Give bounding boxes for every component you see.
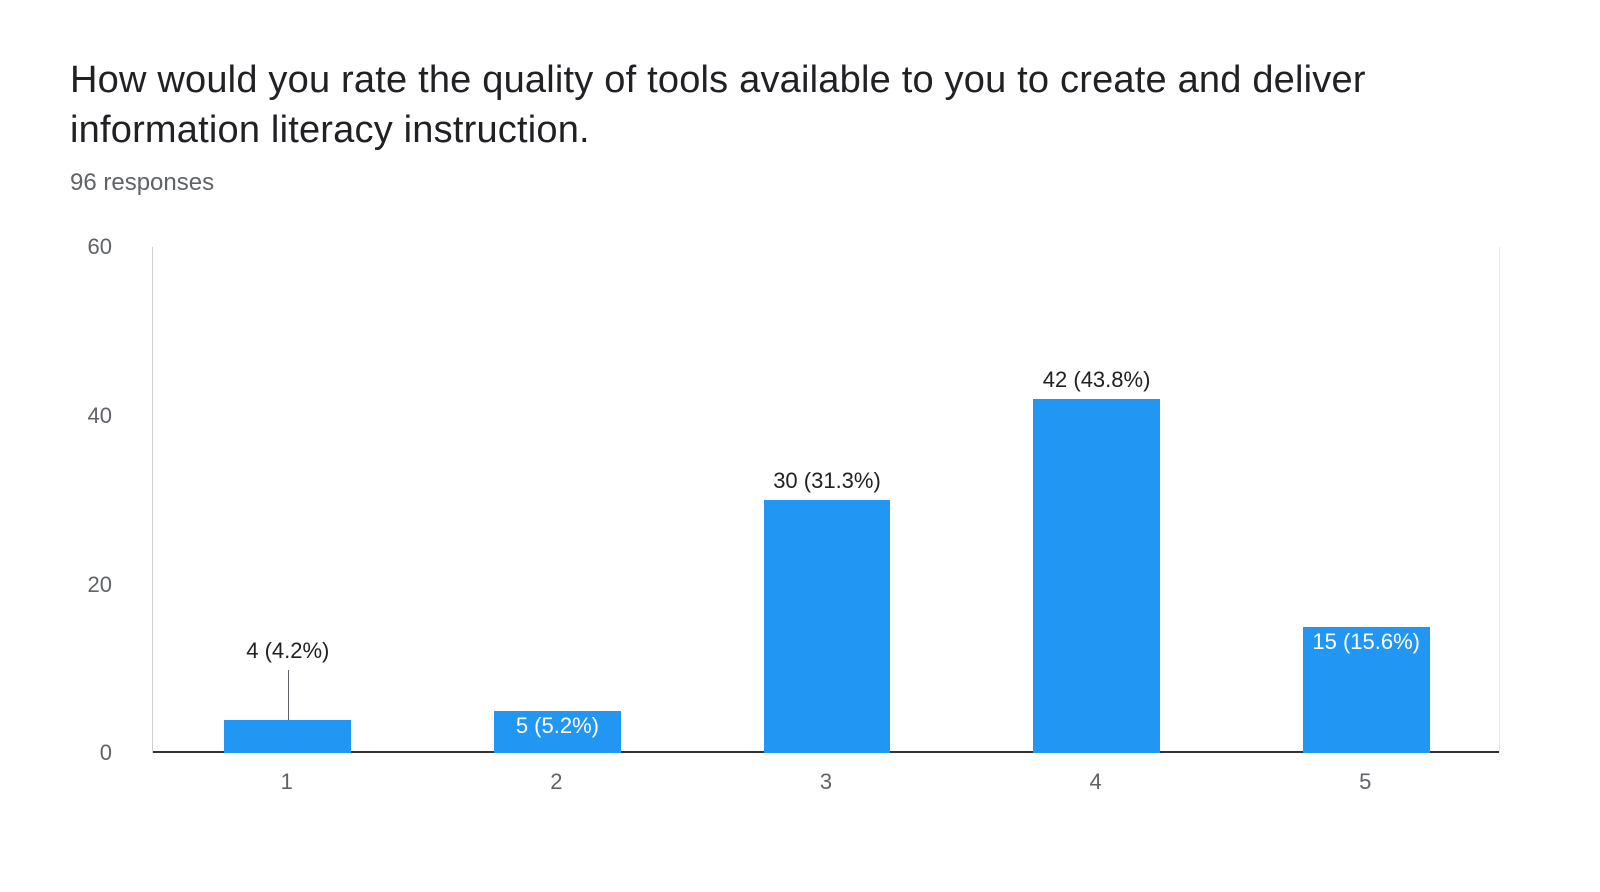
plot-area: 4 (4.2%) 5 (5.2%) 30 (31.3%) 42 (43.8%) 15 (…	[152, 247, 1500, 753]
chart-subtitle: 96 responses	[70, 169, 1530, 197]
bar-data-label: 5 (5.2%)	[516, 713, 599, 739]
x-tick-label: 1	[281, 769, 293, 795]
x-tick-label: 2	[550, 769, 562, 795]
bar	[224, 720, 351, 754]
bar-data-label: 4 (4.2%)	[246, 638, 329, 664]
bar-data-label: 42 (43.8%)	[1043, 367, 1151, 393]
chart-title: How would you rate the quality of tools …	[70, 55, 1530, 155]
y-tick-label: 20	[88, 572, 112, 598]
bar	[764, 500, 891, 753]
y-axis: 0204060	[70, 247, 130, 807]
chart-card: How would you rate the quality of tools …	[0, 0, 1600, 847]
bar-data-label: 30 (31.3%)	[773, 468, 881, 494]
y-tick-label: 40	[88, 403, 112, 429]
x-tick-label: 3	[820, 769, 832, 795]
y-tick-label: 60	[88, 234, 112, 260]
bar	[1033, 399, 1160, 753]
bar-data-label: 15 (15.6%)	[1312, 629, 1420, 655]
x-tick-label: 5	[1359, 769, 1371, 795]
y-tick-label: 0	[100, 740, 112, 766]
x-tick-label: 4	[1089, 769, 1101, 795]
chart-area: 0204060 4 (4.2%)5 (5.2%)30 (31.3%)42 (43…	[70, 247, 1500, 807]
leader-line	[288, 670, 289, 720]
